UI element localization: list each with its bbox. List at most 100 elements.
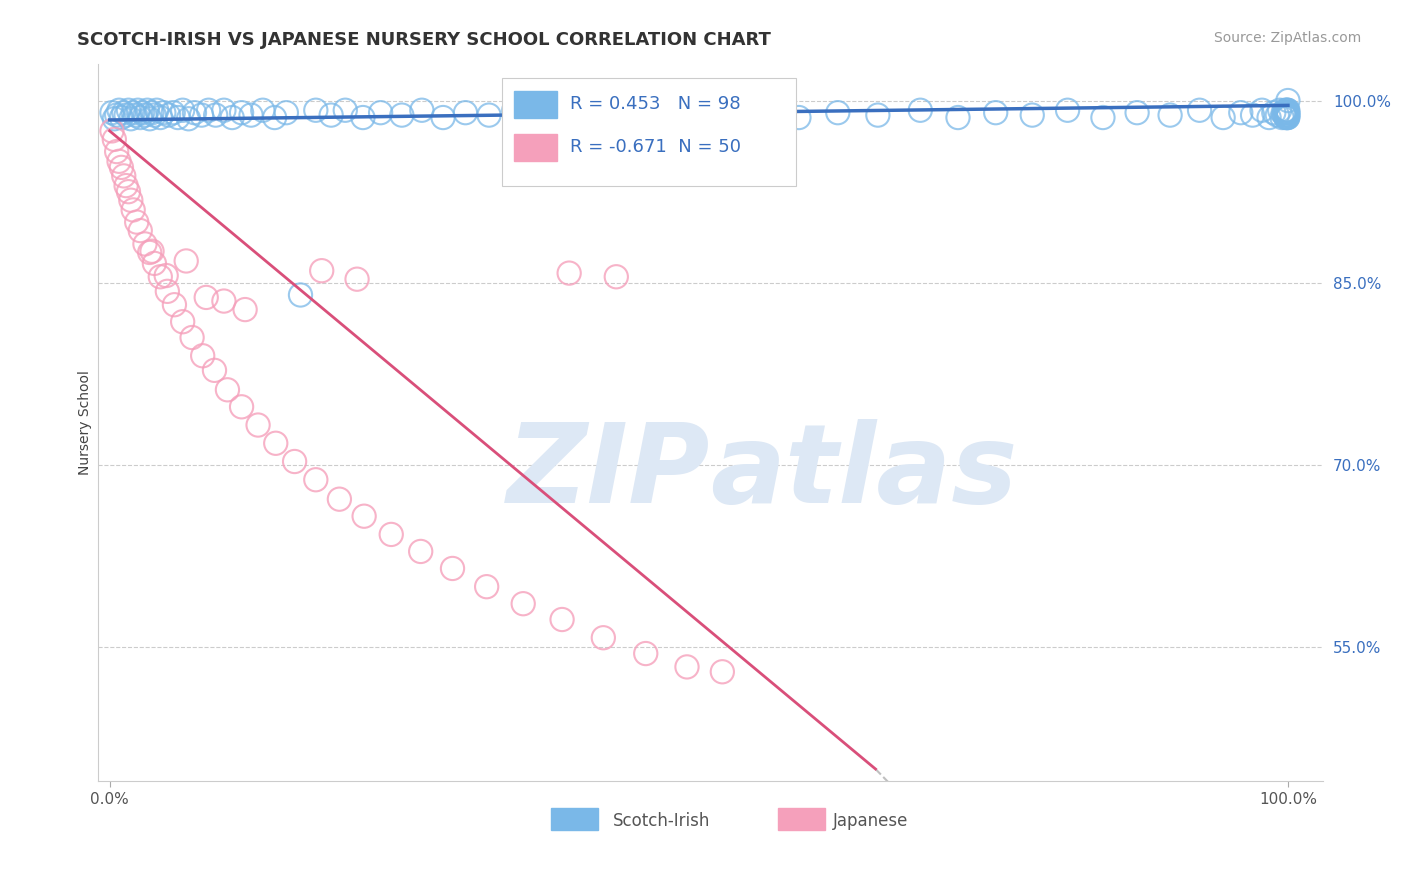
Point	[1277, 108, 1299, 122]
Text: Japanese: Japanese	[834, 812, 908, 830]
FancyBboxPatch shape	[551, 808, 598, 830]
Point	[290, 288, 312, 302]
Point	[191, 349, 214, 363]
Point	[409, 544, 432, 558]
Point	[1258, 111, 1281, 125]
Point	[143, 108, 166, 122]
Point	[432, 111, 454, 125]
Point	[984, 105, 1007, 120]
Point	[353, 509, 375, 524]
Point	[125, 215, 148, 229]
Point	[134, 108, 156, 122]
Point	[134, 236, 156, 251]
Point	[454, 105, 477, 120]
Point	[1230, 105, 1253, 120]
Point	[117, 185, 139, 199]
Point	[551, 613, 574, 627]
Point	[103, 132, 125, 146]
Point	[112, 105, 135, 120]
Point	[1277, 111, 1299, 125]
Text: ZIP: ZIP	[508, 419, 710, 526]
Point	[1263, 105, 1285, 120]
FancyBboxPatch shape	[778, 808, 824, 830]
Text: atlas: atlas	[710, 419, 1018, 526]
Point	[129, 223, 152, 237]
Point	[264, 436, 287, 450]
Point	[1277, 111, 1299, 125]
Point	[127, 103, 149, 118]
Point	[558, 266, 581, 280]
Point	[129, 111, 152, 125]
Point	[162, 105, 184, 120]
Point	[1275, 108, 1298, 122]
Point	[204, 363, 226, 377]
Text: R = -0.671  N = 50: R = -0.671 N = 50	[569, 138, 741, 156]
FancyBboxPatch shape	[515, 91, 557, 118]
Point	[115, 178, 138, 193]
Point	[1274, 111, 1296, 125]
Point	[335, 103, 357, 118]
Point	[156, 285, 179, 299]
Point	[240, 108, 263, 122]
Point	[195, 290, 218, 304]
Point	[321, 108, 343, 122]
Point	[749, 103, 772, 118]
Y-axis label: Nursery School: Nursery School	[79, 370, 93, 475]
Point	[101, 124, 124, 138]
Point	[1271, 111, 1294, 125]
Point	[108, 154, 131, 169]
Point	[252, 103, 274, 118]
Point	[115, 108, 138, 122]
Point	[1272, 105, 1295, 120]
Point	[391, 108, 413, 122]
Text: Source: ZipAtlas.com: Source: ZipAtlas.com	[1213, 31, 1361, 45]
Point	[711, 665, 734, 679]
Point	[247, 418, 270, 433]
Point	[136, 103, 159, 118]
Point	[138, 245, 160, 260]
Point	[305, 103, 328, 118]
Point	[305, 473, 328, 487]
Point	[1056, 103, 1078, 118]
Point	[149, 111, 172, 125]
Point	[112, 169, 135, 183]
Point	[181, 330, 204, 344]
Point	[177, 112, 200, 126]
Point	[346, 272, 368, 286]
Point	[1277, 108, 1299, 122]
Point	[141, 105, 163, 120]
Point	[555, 105, 578, 120]
Point	[478, 108, 501, 122]
Point	[512, 597, 534, 611]
Point	[592, 631, 614, 645]
Point	[946, 111, 969, 125]
Point	[1188, 103, 1211, 118]
Point	[1212, 111, 1234, 125]
Point	[105, 108, 128, 122]
Point	[131, 105, 153, 120]
Point	[197, 103, 219, 118]
Text: Scotch-Irish: Scotch-Irish	[613, 812, 710, 830]
Point	[866, 108, 889, 122]
Point	[411, 103, 433, 118]
Point	[172, 103, 194, 118]
Point	[212, 294, 235, 309]
Point	[157, 108, 180, 122]
Point	[1274, 103, 1296, 118]
Point	[502, 103, 524, 118]
Point	[174, 254, 197, 268]
Point	[103, 112, 125, 126]
Point	[311, 263, 333, 277]
Point	[233, 302, 256, 317]
Point	[1275, 111, 1298, 125]
Point	[614, 103, 637, 118]
Point	[1275, 103, 1298, 118]
Point	[231, 400, 253, 414]
Point	[1159, 108, 1181, 122]
Point	[276, 105, 298, 120]
Point	[634, 647, 657, 661]
Point	[167, 111, 190, 125]
Point	[352, 111, 374, 125]
Point	[679, 105, 702, 120]
Point	[676, 660, 699, 674]
